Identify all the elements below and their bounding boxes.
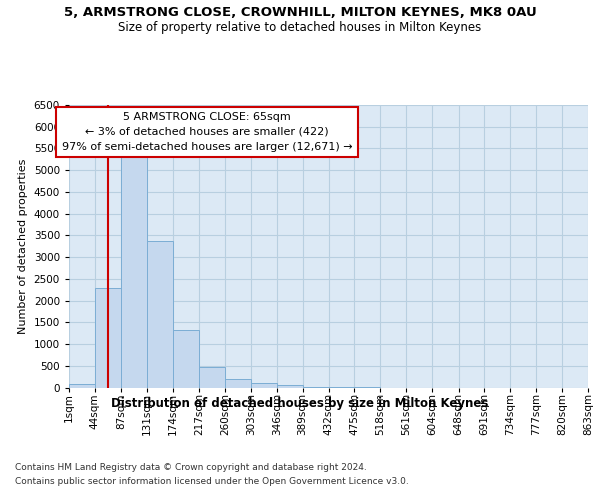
Bar <box>147 240 173 388</box>
Bar <box>199 366 225 388</box>
Text: 5, ARMSTRONG CLOSE, CROWNHILL, MILTON KEYNES, MK8 0AU: 5, ARMSTRONG CLOSE, CROWNHILL, MILTON KE… <box>64 6 536 19</box>
Text: Contains public sector information licensed under the Open Government Licence v3: Contains public sector information licen… <box>15 478 409 486</box>
Bar <box>225 379 251 388</box>
Bar <box>69 384 95 388</box>
Text: Contains HM Land Registry data © Crown copyright and database right 2024.: Contains HM Land Registry data © Crown c… <box>15 462 367 471</box>
Bar <box>173 330 199 388</box>
Bar <box>251 383 277 388</box>
Text: Size of property relative to detached houses in Milton Keynes: Size of property relative to detached ho… <box>118 21 482 34</box>
Text: 5 ARMSTRONG CLOSE: 65sqm
← 3% of detached houses are smaller (422)
97% of semi-d: 5 ARMSTRONG CLOSE: 65sqm ← 3% of detache… <box>62 112 352 152</box>
Bar <box>277 386 302 388</box>
Bar <box>302 386 329 388</box>
Bar <box>121 150 147 388</box>
Y-axis label: Number of detached properties: Number of detached properties <box>18 158 28 334</box>
Text: Distribution of detached houses by size in Milton Keynes: Distribution of detached houses by size … <box>112 398 488 410</box>
Bar <box>95 288 121 388</box>
